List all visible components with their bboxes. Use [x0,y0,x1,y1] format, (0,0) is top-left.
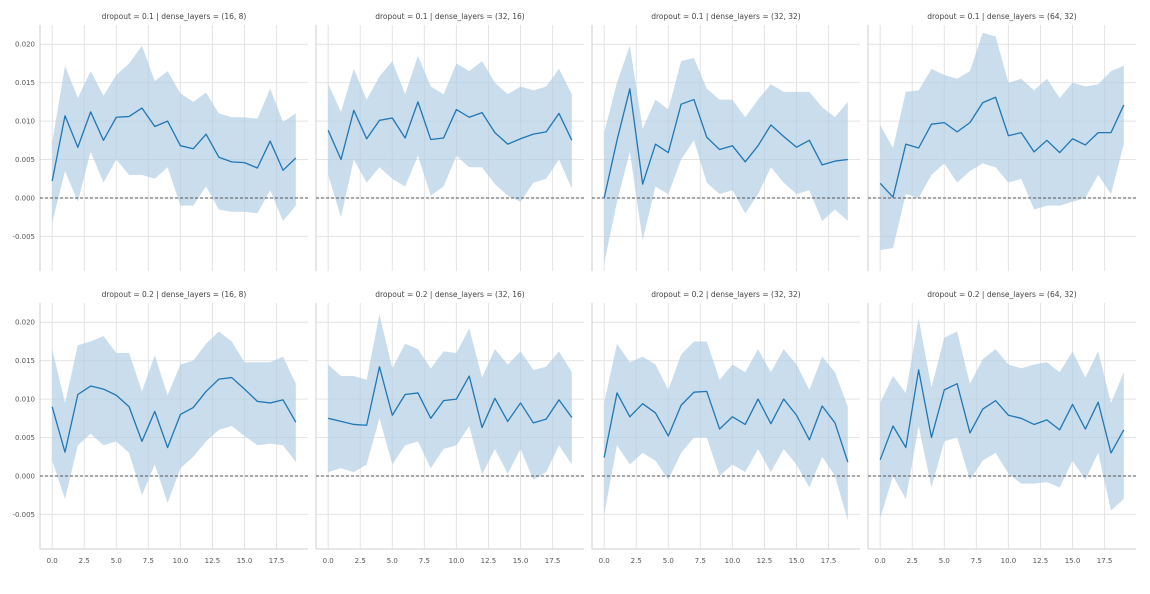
facet-panel-1: dropout = 0.1 | dense_layers = (16, 8) -0… [12,12,308,271]
x-tick-label: 0.0 [47,557,58,565]
mean-line [51,376,297,453]
x-tick-label: 2.5 [907,557,918,565]
x-tick-label: 17.5 [269,557,285,565]
x-tick-label: 15.0 [513,557,529,565]
x-tick-label: 7.5 [143,557,154,565]
panel-title: dropout = 0.1 | dense_layers = (32, 16) [375,12,525,21]
y-tick-label: 0.005 [15,434,35,442]
mean-line [327,101,573,161]
facet-panel-7: dropout = 0.2 | dense_layers = (32, 32) 0… [591,290,860,565]
x-tick-label: 17.5 [821,557,837,565]
x-tick-label: 12.5 [1033,557,1049,565]
x-tick-label: 12.5 [481,557,497,565]
x-tick-label: 7.5 [971,557,982,565]
x-tick-label: 0.0 [323,557,334,565]
y-tick-label: 0.020 [15,319,35,327]
confidence-band [604,45,848,264]
mean-line [603,88,848,199]
x-tick-label: 7.5 [695,557,706,565]
facet-panel-4: dropout = 0.1 | dense_layers = (64, 32) [867,12,1136,271]
x-tick-label: 5.0 [663,557,674,565]
mean-line [51,107,297,182]
panel-title: dropout = 0.1 | dense_layers = (16, 8) [102,12,247,21]
mean-line [879,369,1125,461]
y-tick-label: 0.010 [15,396,35,404]
x-tick-label: 15.0 [789,557,805,565]
panel-title: dropout = 0.1 | dense_layers = (64, 32) [927,12,1077,21]
mean-line [603,390,849,463]
y-tick-label: 0.000 [15,194,35,202]
facet-panel-8: dropout = 0.2 | dense_layers = (64, 32) 0… [867,290,1136,565]
x-tick-label: 10.0 [725,557,741,565]
panel-title: dropout = 0.2 | dense_layers = (32, 32) [651,290,801,299]
panel-title: dropout = 0.2 | dense_layers = (64, 32) [927,290,1077,299]
x-tick-label: 15.0 [1065,557,1081,565]
x-tick-label: 7.5 [419,557,430,565]
y-tick-label: -0.005 [12,233,35,241]
y-tick-label: -0.005 [12,511,35,519]
confidence-band [880,32,1124,251]
y-tick-label: 0.020 [15,41,35,49]
x-tick-label: 10.0 [449,557,465,565]
y-tick-label: 0.015 [15,79,35,87]
confidence-band [52,331,296,503]
x-tick-label: 10.0 [173,557,189,565]
x-tick-label: 2.5 [355,557,366,565]
facet-panel-5: dropout = 0.2 | dense_layers = (16, 8) -0… [12,290,308,565]
x-tick-label: 2.5 [79,557,90,565]
facet-panel-2: dropout = 0.1 | dense_layers = (32, 16) [315,12,584,271]
x-tick-label: 5.0 [387,557,398,565]
confidence-band [604,341,848,521]
y-tick-label: 0.005 [15,156,35,164]
mean-line [328,366,573,429]
x-tick-label: 15.0 [237,557,253,565]
facet-panel-3: dropout = 0.1 | dense_layers = (32, 32) [591,12,860,271]
confidence-band [328,55,572,218]
panel-title: dropout = 0.1 | dense_layers = (32, 32) [651,12,801,21]
x-tick-label: 12.5 [757,557,773,565]
x-tick-label: 0.0 [875,557,886,565]
y-tick-label: 0.010 [15,118,35,126]
x-tick-label: 5.0 [939,557,950,565]
x-tick-label: 12.5 [205,557,221,565]
facet-panel-6: dropout = 0.2 | dense_layers = (32, 16) 0… [315,290,584,565]
mean-line [879,96,1125,198]
x-tick-label: 0.0 [599,557,610,565]
y-tick-label: 0.000 [15,472,35,480]
y-tick-label: 0.015 [15,357,35,365]
x-tick-label: 2.5 [631,557,642,565]
x-tick-label: 17.5 [1097,557,1113,565]
panel-title: dropout = 0.2 | dense_layers = (32, 16) [375,290,525,299]
x-tick-label: 17.5 [545,557,561,565]
x-tick-label: 10.0 [1001,557,1017,565]
x-tick-label: 5.0 [111,557,122,565]
confidence-band [880,318,1124,519]
panel-title: dropout = 0.2 | dense_layers = (16, 8) [102,290,247,299]
confidence-band [328,314,572,480]
